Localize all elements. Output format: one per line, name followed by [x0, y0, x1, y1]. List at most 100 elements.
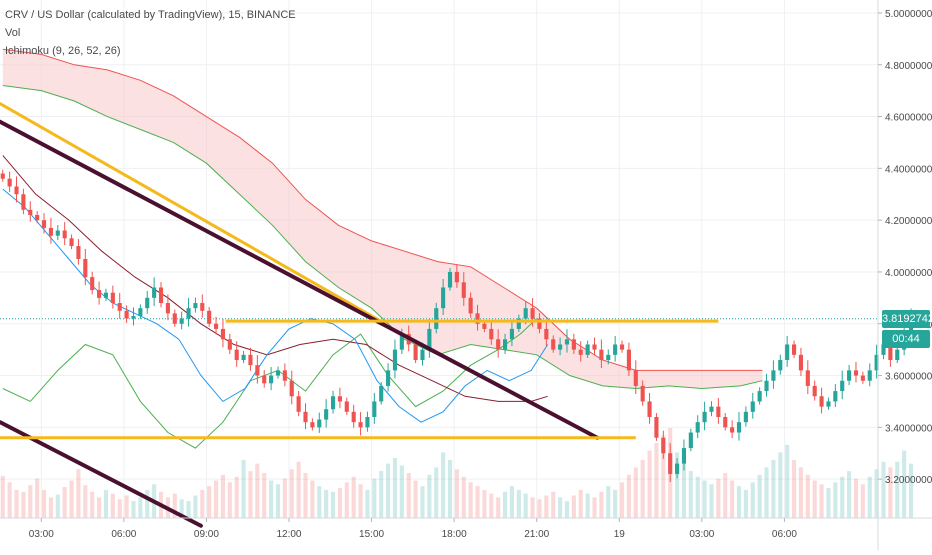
candle-body	[158, 287, 164, 304]
candle-body	[296, 396, 301, 412]
x-tick-label: 12:00	[276, 529, 301, 540]
volume-bar	[805, 474, 810, 518]
y-tick-label: 5.0000000	[885, 9, 932, 20]
volume-bar	[826, 488, 831, 518]
volume-bar	[544, 495, 549, 518]
trendline-yellow[interactable]	[0, 102, 387, 326]
candle-body	[840, 380, 845, 392]
volume-bar	[757, 474, 762, 518]
candle-body	[502, 339, 508, 350]
candle-body	[640, 385, 645, 402]
candle-body	[551, 339, 556, 350]
candle-body	[778, 360, 783, 371]
candle-body	[337, 396, 342, 402]
volume-bar	[138, 497, 143, 518]
candle-body	[482, 323, 487, 329]
senkou-span-b-line	[2, 48, 763, 371]
trendline-dark[interactable]	[0, 420, 203, 528]
candle-body	[578, 349, 583, 355]
symbol-title[interactable]: CRV / US Dollar (calculated by TradingVi…	[5, 9, 296, 21]
volume-bar	[386, 463, 391, 518]
volume-bar	[881, 461, 886, 518]
candle-body	[117, 303, 122, 311]
volume-bar	[468, 482, 473, 518]
candle-body	[303, 411, 308, 423]
candle-body	[48, 227, 53, 236]
senkou-span-a-line	[2, 85, 763, 390]
volume-bar	[441, 452, 446, 518]
volume-bar	[558, 497, 563, 518]
candle-body	[41, 220, 47, 228]
candle-body	[881, 344, 886, 355]
volume-bar	[874, 469, 879, 518]
volume-bar	[764, 467, 769, 518]
volume-bar	[681, 463, 687, 518]
volume-bar	[379, 471, 384, 518]
candle-body	[461, 282, 466, 298]
candle-body	[736, 422, 742, 433]
volume-bar	[275, 484, 281, 518]
candle-body	[131, 315, 136, 319]
volume-bar	[895, 461, 900, 518]
volume-bar	[888, 467, 893, 518]
candle-body	[193, 303, 198, 309]
volume-bar	[537, 499, 542, 518]
volume-bar	[330, 491, 336, 518]
trendlines-layer[interactable]	[0, 102, 719, 528]
volume-bar	[606, 486, 611, 518]
candle-body	[145, 297, 150, 309]
candle-body	[626, 349, 631, 371]
volume-bar	[303, 473, 308, 518]
candle-body	[895, 349, 900, 361]
volume-bar	[509, 486, 515, 518]
trendline-dark[interactable]	[0, 119, 600, 440]
chart-legend: CRV / US Dollar (calculated by TradingVi…	[5, 6, 296, 60]
volume-bar	[791, 459, 797, 518]
volume-indicator-label[interactable]: Vol	[5, 27, 21, 39]
volume-bar	[647, 450, 652, 518]
candle-body	[358, 422, 363, 428]
volume-bar	[516, 489, 521, 518]
volume-bar	[867, 476, 872, 518]
candle-body	[798, 354, 803, 371]
candle-body	[330, 396, 336, 410]
candle-body	[28, 209, 33, 215]
volume-bar	[447, 459, 453, 518]
ichimoku-indicator-label[interactable]: Ichimoku (9, 26, 52, 26)	[5, 45, 121, 57]
volume-bar	[482, 489, 487, 518]
volume-bar	[475, 486, 480, 518]
volume-bar	[392, 458, 398, 518]
candle-body	[447, 271, 453, 288]
volume-bar	[530, 497, 535, 518]
y-tick-label: 3.2000000	[885, 475, 932, 486]
candle-body	[124, 310, 129, 319]
candle-body	[743, 411, 748, 423]
volume-bar	[640, 459, 645, 518]
volume-bar	[0, 475, 5, 518]
volume-bar	[730, 480, 735, 518]
candle-body	[730, 427, 735, 433]
y-tick-label: 4.0000000	[885, 268, 932, 279]
tenkan-sen-line	[2, 188, 549, 423]
candle-body	[14, 186, 19, 195]
volume-bar	[420, 486, 425, 518]
candle-body	[275, 370, 281, 376]
x-tick-label: 06:00	[772, 529, 797, 540]
volume-bar	[262, 473, 267, 518]
volume-bar	[69, 480, 74, 518]
volume-bar	[248, 471, 253, 518]
candle-body	[688, 432, 693, 449]
volume-bar	[344, 482, 349, 518]
candle-body	[441, 287, 446, 309]
volume-bar	[21, 491, 26, 518]
candle-body	[716, 406, 721, 417]
candle-body	[812, 385, 817, 397]
volume-bar	[812, 480, 817, 518]
x-tick-label: 03:00	[29, 529, 54, 540]
volume-bar	[255, 463, 260, 518]
volume-bar	[145, 489, 150, 518]
volume-bar	[902, 450, 907, 518]
candle-body	[110, 292, 115, 304]
